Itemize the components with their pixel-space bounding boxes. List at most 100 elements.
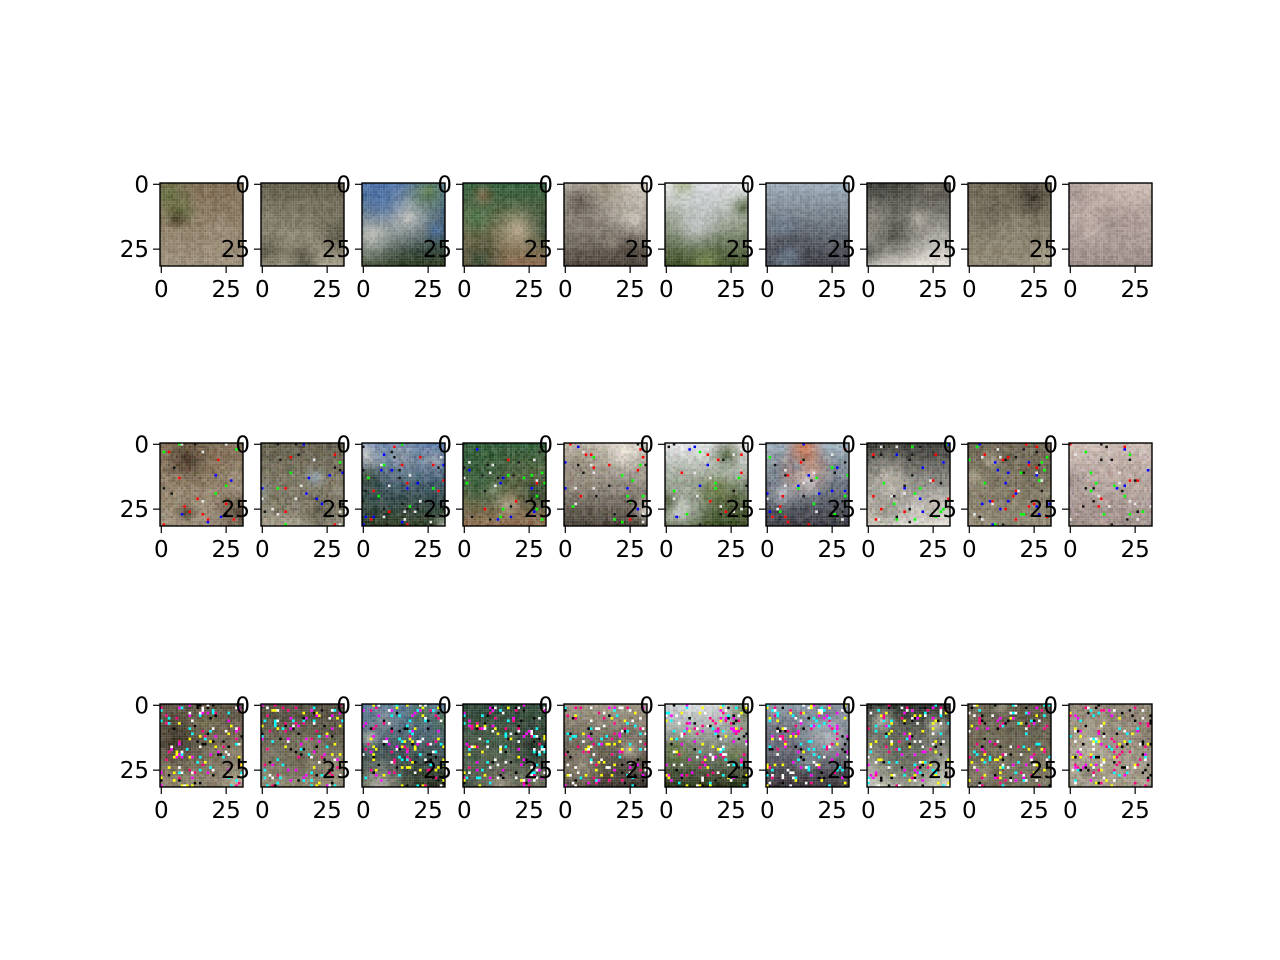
x-tick-label: 0 xyxy=(760,537,775,563)
y-tick-label: 25 xyxy=(827,758,856,784)
x-tick-label: 0 xyxy=(356,537,371,563)
y-tick-label: 0 xyxy=(639,693,654,719)
panel-image xyxy=(1069,443,1152,526)
x-tick-label: 0 xyxy=(356,277,371,303)
x-tick-label: 0 xyxy=(457,537,472,563)
y-tick-label: 0 xyxy=(740,693,755,719)
x-tick-label: 0 xyxy=(154,537,169,563)
panel-image xyxy=(1069,183,1152,266)
panel-image xyxy=(1069,704,1152,787)
y-tick-label: 25 xyxy=(1029,237,1058,263)
x-tick-label: 0 xyxy=(760,277,775,303)
y-tick-label: 25 xyxy=(221,497,250,523)
y-tick-label: 0 xyxy=(740,432,755,458)
y-tick-label: 25 xyxy=(928,237,957,263)
x-tick-label: 25 xyxy=(919,277,948,303)
x-tick-label: 25 xyxy=(616,798,645,824)
x-tick-label: 0 xyxy=(154,277,169,303)
x-tick-label: 0 xyxy=(962,537,977,563)
x-tick-label: 25 xyxy=(1121,798,1150,824)
x-tick-label: 0 xyxy=(1063,537,1078,563)
y-tick-label: 25 xyxy=(928,758,957,784)
x-tick-label: 0 xyxy=(861,537,876,563)
y-tick-label: 25 xyxy=(625,497,654,523)
y-tick-label: 0 xyxy=(942,432,957,458)
x-tick-label: 25 xyxy=(414,277,443,303)
x-tick-label: 25 xyxy=(1020,798,1049,824)
x-tick-label: 0 xyxy=(255,798,270,824)
y-tick-label: 0 xyxy=(841,172,856,198)
x-tick-label: 0 xyxy=(558,537,573,563)
x-tick-label: 25 xyxy=(616,537,645,563)
x-tick-label: 25 xyxy=(515,537,544,563)
y-tick-label: 0 xyxy=(437,693,452,719)
x-tick-label: 25 xyxy=(818,537,847,563)
x-tick-label: 0 xyxy=(457,798,472,824)
x-tick-label: 25 xyxy=(818,277,847,303)
y-tick-label: 25 xyxy=(120,758,149,784)
y-tick-label: 25 xyxy=(423,758,452,784)
y-tick-label: 25 xyxy=(524,758,553,784)
x-tick-label: 25 xyxy=(717,798,746,824)
y-tick-label: 25 xyxy=(726,758,755,784)
y-tick-label: 25 xyxy=(221,758,250,784)
x-tick-label: 0 xyxy=(861,798,876,824)
y-tick-label: 0 xyxy=(336,693,351,719)
y-tick-label: 25 xyxy=(625,237,654,263)
y-tick-label: 25 xyxy=(423,237,452,263)
y-tick-label: 25 xyxy=(221,237,250,263)
x-tick-label: 0 xyxy=(558,798,573,824)
x-tick-label: 0 xyxy=(659,277,674,303)
y-tick-label: 0 xyxy=(437,172,452,198)
x-tick-label: 25 xyxy=(919,537,948,563)
y-tick-label: 25 xyxy=(423,497,452,523)
y-tick-label: 25 xyxy=(524,497,553,523)
y-tick-label: 0 xyxy=(437,432,452,458)
x-tick-label: 25 xyxy=(313,537,342,563)
y-tick-label: 0 xyxy=(134,432,149,458)
x-tick-label: 0 xyxy=(154,798,169,824)
x-tick-label: 25 xyxy=(212,537,241,563)
x-tick-label: 25 xyxy=(919,798,948,824)
y-tick-label: 0 xyxy=(235,432,250,458)
y-tick-label: 0 xyxy=(538,432,553,458)
y-tick-label: 25 xyxy=(625,758,654,784)
x-tick-label: 25 xyxy=(515,277,544,303)
x-tick-label: 0 xyxy=(962,798,977,824)
y-tick-label: 0 xyxy=(235,172,250,198)
x-tick-label: 25 xyxy=(616,277,645,303)
y-tick-label: 25 xyxy=(120,497,149,523)
x-tick-label: 25 xyxy=(212,277,241,303)
y-tick-label: 0 xyxy=(841,432,856,458)
y-tick-label: 0 xyxy=(1043,432,1058,458)
y-tick-label: 0 xyxy=(134,172,149,198)
x-tick-label: 25 xyxy=(818,798,847,824)
y-tick-label: 25 xyxy=(322,237,351,263)
y-tick-label: 25 xyxy=(726,237,755,263)
y-tick-label: 0 xyxy=(538,693,553,719)
y-tick-label: 25 xyxy=(1029,758,1058,784)
x-tick-label: 0 xyxy=(659,537,674,563)
x-tick-label: 0 xyxy=(1063,798,1078,824)
y-tick-label: 25 xyxy=(726,497,755,523)
x-tick-label: 0 xyxy=(255,277,270,303)
y-tick-label: 0 xyxy=(1043,172,1058,198)
y-tick-label: 0 xyxy=(336,432,351,458)
y-tick-label: 25 xyxy=(1029,497,1058,523)
y-tick-label: 0 xyxy=(740,172,755,198)
y-tick-label: 25 xyxy=(322,758,351,784)
x-tick-label: 25 xyxy=(414,537,443,563)
x-tick-label: 25 xyxy=(313,798,342,824)
x-tick-label: 0 xyxy=(760,798,775,824)
y-tick-label: 25 xyxy=(524,237,553,263)
x-tick-label: 25 xyxy=(1020,537,1049,563)
y-tick-label: 25 xyxy=(322,497,351,523)
x-tick-label: 25 xyxy=(1121,537,1150,563)
y-tick-label: 0 xyxy=(942,693,957,719)
y-tick-label: 0 xyxy=(639,432,654,458)
x-tick-label: 0 xyxy=(861,277,876,303)
x-tick-label: 25 xyxy=(414,798,443,824)
y-tick-label: 0 xyxy=(1043,693,1058,719)
